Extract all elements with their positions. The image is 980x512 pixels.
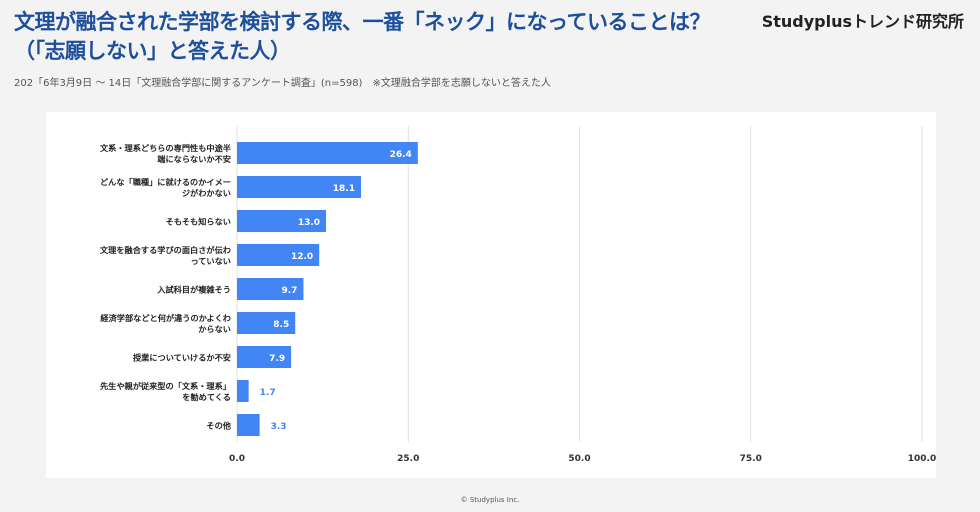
x-tick-label: 25.0 [397,454,419,464]
data-label: 18.1 [333,184,355,194]
category-label: 先生や親が従来型の「文系・理系」を勧めてくる [100,381,231,402]
bar [237,346,292,368]
data-label: 12.0 [291,252,313,262]
survey-note: 202「6年3月9日 〜 14日「文理融合学部に関するアンケート調査」(n=59… [14,78,551,89]
page-title: 文理が融合された学部を検討する際、一番「ネック」になっていることは？（「志願しな… [14,10,710,63]
category-label-line: っていない [190,256,231,266]
bar [237,244,320,266]
x-tick-label: 50.0 [568,454,590,464]
category-label: 文系・理系どちらの専門性も中途半端にならないか不安 [100,143,231,164]
category-label: どんな「職種」に就けるのかイメージがわかない [100,177,231,198]
data-label: 9.7 [281,286,297,296]
bar [237,176,361,198]
x-tick-label: 0.0 [229,454,245,464]
category-label-line: 入試科目が複雑そう [156,285,231,295]
bar [237,414,260,436]
data-label: 13.0 [298,218,320,228]
data-label: 26.4 [390,150,412,160]
category-label: そもそも知らない [166,217,231,227]
category-label-line: ジがわかない [182,188,231,198]
category-label: 授業についていけるか不安 [133,353,231,363]
x-tick-label: 75.0 [740,454,762,464]
category-label-line: 文理を融合する学びの面白さが伝わ [100,245,231,255]
bar [237,278,304,300]
category-label-line: 先生や親が従来型の「文系・理系」 [100,381,231,391]
data-label: 8.5 [273,320,289,330]
data-label: 7.9 [269,354,285,364]
brand-logo: Studyplusトレンド研究所 [761,12,964,31]
category-label-line: を勧めてくる [182,392,231,402]
category-label: 経済学部などと何が違うのかよくわからない [100,313,231,334]
category-label-line: そもそも知らない [166,217,231,227]
data-label: 3.3 [271,422,287,432]
data-label: 1.7 [260,388,276,398]
bar-chart: 0.0 25.0 50.0 75.0 100.0 26.4 文系・理系どちらの専門性も中途半… [100,126,936,464]
bar [237,312,296,334]
category-label-line: 経済学部などと何が違うのかよくわ [100,313,231,323]
category-label-line: 文系・理系どちらの専門性も中途半 [100,143,231,153]
category-label-line: 端にならないか不安 [157,154,231,164]
category-label: 文理を融合する学びの面白さが伝わっていない [100,245,231,266]
bar [237,210,327,232]
category-label-line: その他 [206,421,231,431]
category-label-line: どんな「職種」に就けるのかイメー [100,177,231,187]
category-label-line: 授業についていけるか不安 [133,353,231,363]
chart-panel: 0.0 25.0 50.0 75.0 100.0 26.4 文系・理系どちらの専門性も中途半… [46,112,936,478]
x-tick-label: 100.0 [908,454,936,464]
category-label: その他 [206,421,231,431]
category-label: 入試科目が複雑そう [156,285,231,295]
bar [237,142,418,164]
bar [237,380,249,402]
category-label-line: からない [198,324,231,334]
copyright: © Studyplus Inc. [460,496,520,504]
